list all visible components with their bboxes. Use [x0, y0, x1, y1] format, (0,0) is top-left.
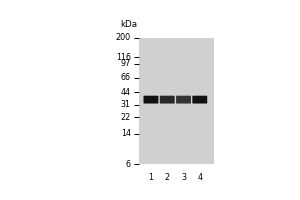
Text: 31: 31 — [121, 100, 131, 109]
Text: 116: 116 — [116, 53, 131, 62]
Text: 3: 3 — [181, 173, 186, 182]
Text: 97: 97 — [121, 59, 131, 68]
Text: kDa: kDa — [120, 20, 137, 29]
Text: 44: 44 — [121, 88, 131, 97]
Text: 200: 200 — [116, 33, 131, 42]
Text: 66: 66 — [121, 73, 131, 82]
Text: 14: 14 — [121, 129, 131, 138]
Text: 22: 22 — [121, 113, 131, 122]
FancyBboxPatch shape — [192, 96, 207, 104]
Text: 4: 4 — [197, 173, 202, 182]
FancyBboxPatch shape — [143, 96, 158, 104]
FancyBboxPatch shape — [176, 96, 191, 104]
Text: 2: 2 — [165, 173, 170, 182]
Text: 6: 6 — [126, 160, 131, 169]
Text: 1: 1 — [148, 173, 154, 182]
FancyBboxPatch shape — [160, 96, 175, 104]
Bar — [139, 38, 214, 164]
